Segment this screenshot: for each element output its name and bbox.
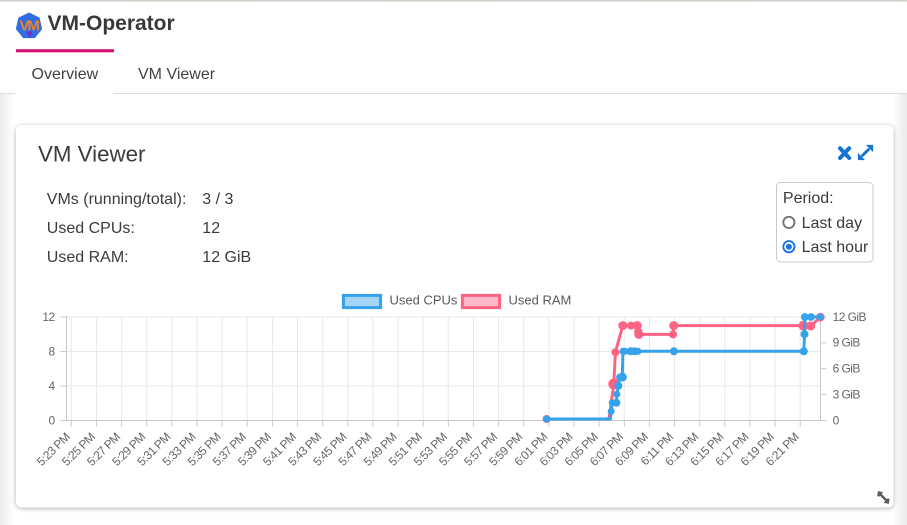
- svg-text:Period:: Period:: [783, 190, 834, 207]
- svg-text:VM: VM: [19, 17, 39, 34]
- svg-text:0: 0: [48, 413, 55, 427]
- svg-text:8: 8: [48, 344, 55, 358]
- svg-text:6 GiB: 6 GiB: [833, 362, 861, 376]
- svg-text:Last hour: Last hour: [802, 239, 869, 256]
- svg-text:Overview: Overview: [32, 66, 99, 83]
- svg-text:0: 0: [833, 413, 840, 427]
- svg-text:12 GiB: 12 GiB: [202, 249, 251, 266]
- svg-text:9 GiB: 9 GiB: [833, 336, 861, 350]
- svg-text:Last day: Last day: [802, 215, 862, 232]
- svg-text:Used RAM: Used RAM: [509, 293, 572, 308]
- svg-text:VM Viewer: VM Viewer: [38, 141, 146, 166]
- svg-text:12: 12: [42, 310, 55, 324]
- svg-text:4: 4: [48, 379, 55, 393]
- svg-text:12 GiB: 12 GiB: [833, 310, 867, 324]
- svg-text:Used CPUs:: Used CPUs:: [47, 220, 135, 237]
- svg-text:VMs (running/total):: VMs (running/total):: [47, 191, 187, 208]
- svg-text:VM-Operator: VM-Operator: [48, 12, 175, 35]
- svg-text:Used RAM:: Used RAM:: [47, 249, 129, 266]
- svg-text:VM Viewer: VM Viewer: [138, 66, 216, 83]
- svg-text:Used CPUs: Used CPUs: [390, 293, 458, 308]
- svg-text:12: 12: [202, 220, 220, 237]
- svg-text:3 / 3: 3 / 3: [202, 191, 233, 208]
- svg-text:3 GiB: 3 GiB: [833, 387, 861, 401]
